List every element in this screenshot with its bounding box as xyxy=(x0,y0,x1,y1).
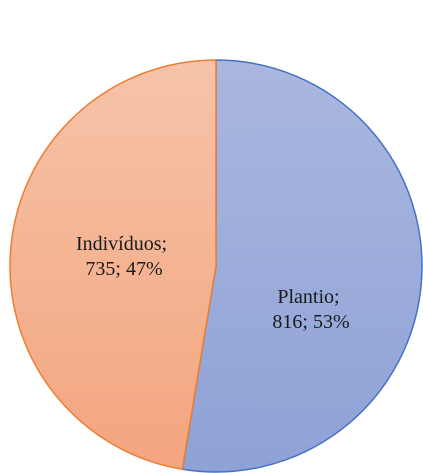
data-labels: Plantio; 816; 53% Indivíduos; 735; 47% xyxy=(76,233,350,333)
pie-slice-plantio xyxy=(181,59,423,473)
data-label-plantio: Plantio; 816; 53% xyxy=(272,286,349,333)
data-label-individuos: Indivíduos; 735; 47% xyxy=(76,233,172,280)
data-label-plantio-name: Plantio; xyxy=(277,286,339,308)
data-label-individuos-value: 735; 47% xyxy=(85,258,162,280)
pie-slices xyxy=(9,59,423,473)
data-label-individuos-name: Indivíduos; xyxy=(76,233,167,255)
data-label-plantio-value: 816; 53% xyxy=(272,311,349,333)
pie-slice-individuos xyxy=(9,59,217,470)
